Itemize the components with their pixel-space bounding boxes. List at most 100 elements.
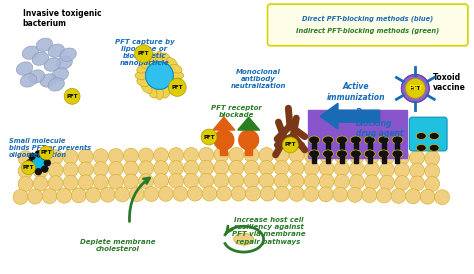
Bar [312, 156, 316, 163]
Circle shape [78, 162, 93, 177]
Ellipse shape [22, 46, 39, 59]
Circle shape [380, 175, 394, 190]
Circle shape [244, 160, 259, 175]
Circle shape [27, 160, 32, 166]
Bar [340, 156, 344, 163]
Bar [382, 156, 385, 163]
Ellipse shape [141, 58, 152, 68]
Circle shape [115, 187, 130, 202]
Circle shape [57, 188, 72, 203]
Circle shape [425, 176, 439, 192]
Circle shape [259, 160, 274, 175]
Ellipse shape [32, 52, 49, 65]
Circle shape [138, 161, 154, 176]
Circle shape [435, 190, 449, 205]
Circle shape [109, 149, 123, 163]
Ellipse shape [52, 68, 68, 81]
Circle shape [184, 173, 199, 188]
Circle shape [380, 149, 394, 164]
Circle shape [425, 164, 439, 179]
Circle shape [244, 147, 259, 162]
Circle shape [259, 173, 274, 188]
Circle shape [202, 186, 217, 201]
Text: Invasive toxigenic
bacterium: Invasive toxigenic bacterium [23, 9, 101, 28]
FancyBboxPatch shape [267, 4, 468, 46]
Text: PFT: PFT [23, 165, 34, 170]
Text: Deplete membrane
cholesterol: Deplete membrane cholesterol [80, 239, 155, 252]
Circle shape [239, 130, 259, 150]
Ellipse shape [323, 136, 334, 144]
Ellipse shape [20, 74, 36, 87]
Circle shape [64, 89, 80, 104]
Circle shape [78, 149, 93, 164]
Polygon shape [28, 151, 49, 169]
Ellipse shape [364, 136, 375, 144]
Circle shape [42, 153, 48, 159]
Bar [354, 156, 358, 163]
Ellipse shape [148, 86, 157, 98]
Polygon shape [238, 117, 260, 130]
Text: Increase host cell
resiliency against
PFT via membrane
repair pathways: Increase host cell resiliency against PF… [232, 217, 305, 245]
Circle shape [36, 169, 41, 175]
Text: Small molecule
binds PFT or prevents
oligomerization: Small molecule binds PFT or prevents oli… [9, 138, 91, 158]
Circle shape [39, 146, 53, 160]
Circle shape [365, 162, 379, 177]
Circle shape [36, 151, 41, 157]
Circle shape [18, 176, 33, 192]
Circle shape [188, 186, 202, 201]
Bar [340, 142, 344, 149]
Circle shape [304, 187, 319, 202]
Ellipse shape [337, 150, 347, 158]
Bar [326, 142, 330, 149]
Ellipse shape [350, 136, 361, 144]
Circle shape [425, 151, 439, 165]
Circle shape [21, 161, 36, 175]
Circle shape [138, 174, 154, 189]
Text: PFT capture by
liposome or
biomimetic
nanoparticle: PFT capture by liposome or biomimetic na… [115, 39, 174, 66]
Circle shape [201, 129, 217, 145]
Text: PFT: PFT [203, 135, 215, 139]
Ellipse shape [170, 78, 182, 87]
Circle shape [13, 190, 28, 204]
Circle shape [275, 186, 290, 201]
Circle shape [319, 161, 334, 176]
Bar [395, 142, 400, 149]
Ellipse shape [171, 72, 184, 79]
Polygon shape [213, 117, 235, 130]
Text: PFT receptor
blockade: PFT receptor blockade [211, 105, 262, 118]
Ellipse shape [429, 144, 439, 151]
Circle shape [289, 187, 304, 201]
Ellipse shape [416, 144, 426, 151]
Text: Active
immunization: Active immunization [327, 82, 385, 102]
Circle shape [33, 163, 48, 178]
Circle shape [349, 149, 365, 164]
Circle shape [86, 188, 100, 202]
Ellipse shape [170, 64, 182, 73]
Ellipse shape [392, 136, 403, 144]
Circle shape [420, 189, 435, 204]
Circle shape [334, 149, 349, 163]
Text: PFT: PFT [408, 85, 423, 92]
Circle shape [214, 130, 234, 150]
Bar [245, 133, 252, 155]
Ellipse shape [135, 72, 148, 79]
Ellipse shape [141, 83, 152, 93]
Circle shape [158, 186, 173, 201]
Bar [368, 156, 372, 163]
Bar [382, 142, 385, 149]
Circle shape [283, 137, 298, 153]
Circle shape [304, 174, 319, 189]
Circle shape [395, 150, 410, 165]
Ellipse shape [378, 136, 389, 144]
Circle shape [109, 161, 123, 176]
Circle shape [410, 176, 425, 191]
Circle shape [319, 187, 333, 202]
Circle shape [333, 187, 348, 202]
Circle shape [18, 151, 33, 165]
Circle shape [199, 147, 214, 162]
Bar [308, 110, 407, 158]
Circle shape [347, 187, 362, 202]
Ellipse shape [148, 53, 157, 65]
Circle shape [93, 149, 108, 164]
Ellipse shape [429, 133, 439, 139]
